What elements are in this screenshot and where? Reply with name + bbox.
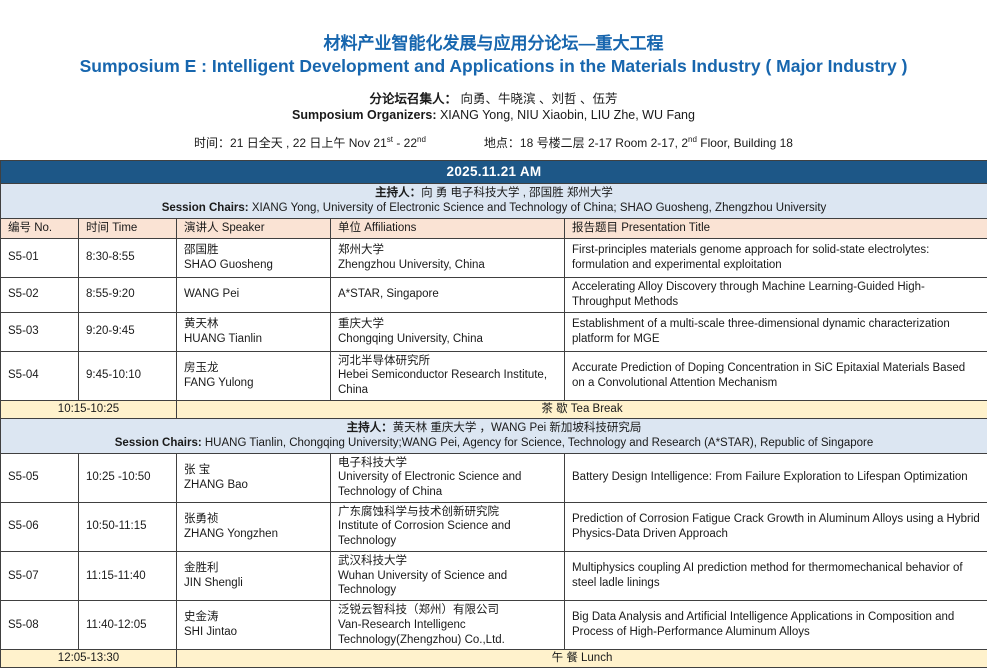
tea-break-label: 茶 歇 Tea Break	[177, 400, 987, 418]
session-chairs-row-2: 主持人：黄天林 重庆大学 ，WANG Pei 新加坡科技研究局 Session …	[1, 418, 987, 453]
page-title-en: Sumposium E : Intelligent Development an…	[0, 55, 987, 77]
column-header-no: 编号 No.	[1, 219, 79, 239]
organizers-zh-names: 向勇、牛晓滨 、刘哲 、伍芳	[457, 92, 617, 106]
presentation-title: Establishment of a multi-scale three-dim…	[565, 312, 987, 351]
column-header-affiliation: 单位 Affiliations	[331, 219, 565, 239]
lunch-label: 午 餐 Lunch	[177, 650, 987, 668]
chairs1-en: Session Chairs: XIANG Yong, University o…	[5, 201, 983, 216]
session-no: S5-05	[1, 453, 79, 502]
organizers-en: Sumposium Organizers: XIANG Yong, NIU Xi…	[0, 107, 987, 123]
presentation-title: Accurate Prediction of Doping Concentrat…	[565, 351, 987, 400]
session-no: S5-04	[1, 351, 79, 400]
column-header-title: 报告题目 Presentation Title	[565, 219, 987, 239]
column-header-row: 编号 No. 时间 Time 演讲人 Speaker 单位 Affiliatio…	[1, 219, 987, 239]
session-no: S5-01	[1, 238, 79, 277]
schedule-table: 2025.11.21 AM 主持人：向 勇 电子科技大学 , 邵国胜 郑州大学 …	[0, 160, 987, 668]
column-header-time: 时间 Time	[79, 219, 177, 239]
tea-break-time: 10:15-10:25	[1, 400, 177, 418]
session-time: 10:50-11:15	[79, 502, 177, 551]
date-banner-row: 2025.11.21 AM	[1, 161, 987, 184]
chairs1-zh: 主持人：向 勇 电子科技大学 , 邵国胜 郑州大学	[5, 186, 983, 201]
session-chairs-row-1: 主持人：向 勇 电子科技大学 , 邵国胜 郑州大学 Session Chairs…	[1, 184, 987, 219]
session-time: 8:55-9:20	[79, 277, 177, 312]
presentation-title: Multiphysics coupling AI prediction meth…	[565, 551, 987, 600]
presentation-title: Big Data Analysis and Artificial Intelli…	[565, 601, 987, 650]
lunch-time: 12:05-13:30	[1, 650, 177, 668]
organizers-block: 分论坛召集人： 向勇、牛晓滨 、刘哲 、伍芳 Sumposium Organiz…	[0, 91, 987, 123]
session-no: S5-03	[1, 312, 79, 351]
session-time: 8:30-8:55	[79, 238, 177, 277]
session-time: 11:40-12:05	[79, 601, 177, 650]
session-affiliation: A*STAR, Singapore	[331, 277, 565, 312]
organizers-zh: 分论坛召集人： 向勇、牛晓滨 、刘哲 、伍芳	[0, 91, 987, 107]
presentation-title: Battery Design Intelligence: From Failur…	[565, 453, 987, 502]
presentation-title: Accelerating Alloy Discovery through Mac…	[565, 277, 987, 312]
presentation-title: First-principles materials genome approa…	[565, 238, 987, 277]
chairs2-zh: 主持人：黄天林 重庆大学 ，WANG Pei 新加坡科技研究局	[5, 421, 983, 436]
date-banner: 2025.11.21 AM	[1, 161, 987, 184]
event-location: 地点：18 号楼二层 2-17 Room 2-17, 2nd Floor, Bu…	[484, 134, 793, 151]
session-time: 10:25 -10:50	[79, 453, 177, 502]
session-time: 9:45-10:10	[79, 351, 177, 400]
page-title-zh: 材料产业智能化发展与应用分论坛—重大工程	[0, 34, 987, 54]
session-no: S5-07	[1, 551, 79, 600]
event-time: 时间：21 日全天 , 22 日上午 Nov 21st - 22nd	[194, 134, 426, 151]
organizers-zh-label: 分论坛召集人：	[370, 92, 458, 106]
lunch-row: 12:05-13:30 午 餐 Lunch	[1, 650, 987, 668]
session-time: 9:20-9:45	[79, 312, 177, 351]
session-no: S5-02	[1, 277, 79, 312]
session-no: S5-06	[1, 502, 79, 551]
session-no: S5-08	[1, 601, 79, 650]
time-location-line: 时间：21 日全天 , 22 日上午 Nov 21st - 22nd 地点：18…	[0, 134, 987, 151]
table-row: S5-02 8:55-9:20 WANG Pei A*STAR, Singapo…	[1, 277, 987, 312]
page-header: 材料产业智能化发展与应用分论坛—重大工程 Sumposium E : Intel…	[0, 0, 987, 151]
session-speaker: WANG Pei	[177, 277, 331, 312]
column-header-speaker: 演讲人 Speaker	[177, 219, 331, 239]
chairs2-en: Session Chairs: HUANG Tianlin, Chongqing…	[5, 436, 983, 451]
organizers-en-label: Sumposium Organizers:	[292, 108, 436, 122]
presentation-title: Prediction of Corrosion Fatigue Crack Gr…	[565, 502, 987, 551]
organizers-en-names: XIANG Yong, NIU Xiaobin, LIU Zhe, WU Fan…	[437, 108, 695, 122]
tea-break-row: 10:15-10:25 茶 歇 Tea Break	[1, 400, 987, 418]
session-time: 11:15-11:40	[79, 551, 177, 600]
